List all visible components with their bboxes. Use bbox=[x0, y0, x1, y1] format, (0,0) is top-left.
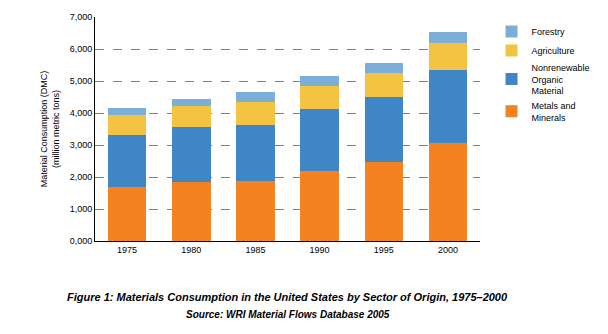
svg-text:2,000: 2,000 bbox=[70, 172, 93, 182]
svg-text:4,000: 4,000 bbox=[70, 108, 93, 118]
svg-text:7,000: 7,000 bbox=[70, 12, 93, 22]
svg-text:1,000: 1,000 bbox=[70, 204, 93, 214]
svg-text:1975: 1975 bbox=[117, 245, 137, 255]
svg-text:0,000: 0,000 bbox=[70, 236, 93, 246]
svg-text:2000: 2000 bbox=[438, 245, 458, 255]
svg-text:Material Consumption (DMC)(mil: Material Consumption (DMC)(million metri… bbox=[39, 71, 61, 188]
svg-text:1995: 1995 bbox=[374, 245, 394, 255]
svg-text:Source: WRI Material Flows Dat: Source: WRI Material Flows Database 2005 bbox=[186, 309, 390, 320]
svg-text:Figure 1: Materials Consumptio: Figure 1: Materials Consumption in the U… bbox=[67, 291, 508, 303]
svg-text:Forestry: Forestry bbox=[532, 27, 566, 37]
svg-text:1990: 1990 bbox=[310, 245, 330, 255]
svg-text:5,000: 5,000 bbox=[70, 76, 93, 86]
svg-text:6,000: 6,000 bbox=[70, 44, 93, 54]
svg-text:Agriculture: Agriculture bbox=[532, 46, 575, 56]
svg-text:1980: 1980 bbox=[181, 245, 201, 255]
svg-text:Metals andMinerals: Metals andMinerals bbox=[532, 101, 576, 123]
svg-text:NonrenewableOrganicMaterial: NonrenewableOrganicMaterial bbox=[532, 63, 590, 96]
svg-text:3,000: 3,000 bbox=[70, 140, 93, 150]
svg-text:1985: 1985 bbox=[245, 245, 265, 255]
